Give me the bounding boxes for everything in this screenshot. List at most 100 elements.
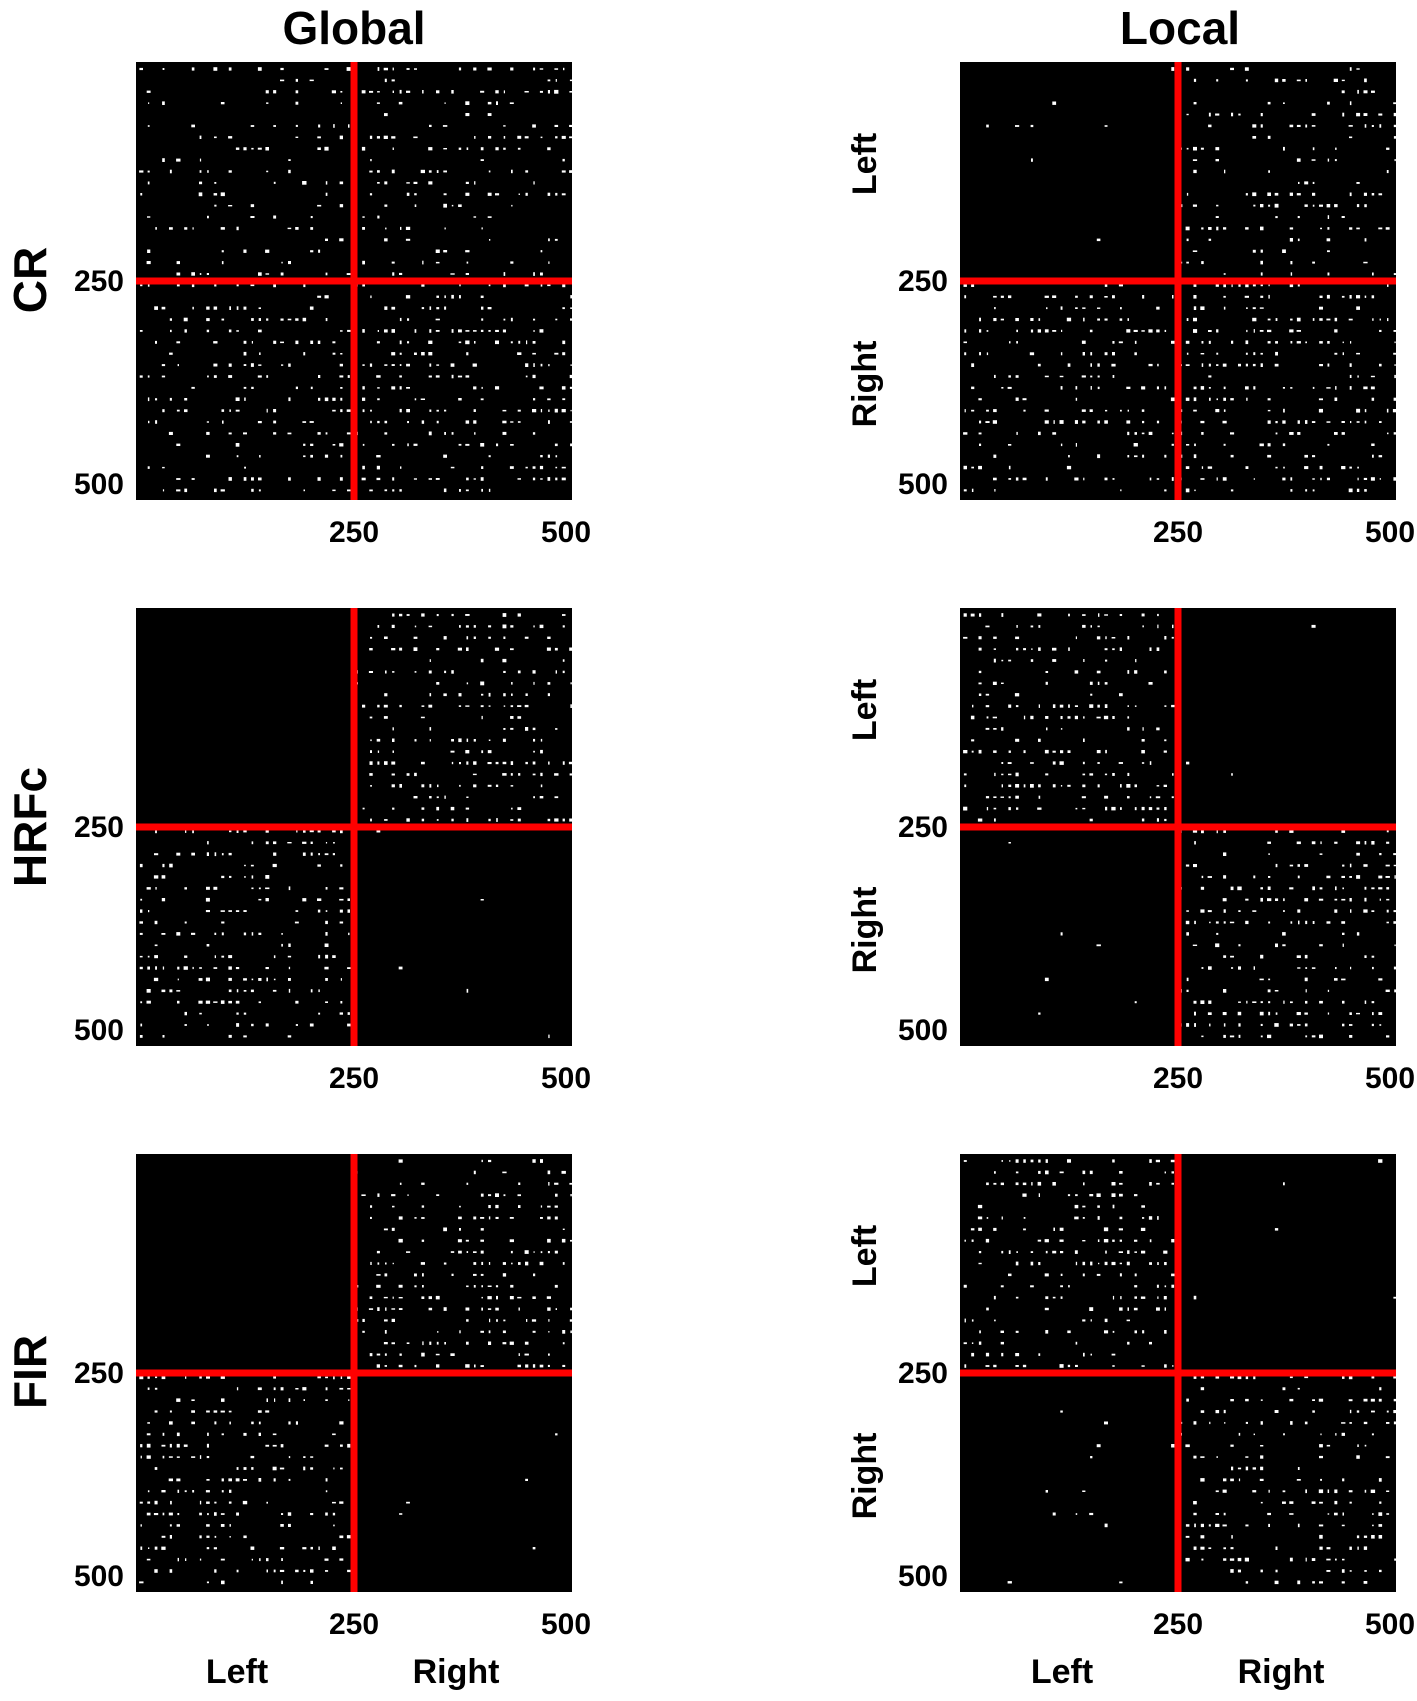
matrix-entry — [1289, 1513, 1294, 1515]
matrix-entry — [473, 636, 476, 639]
matrix-entry — [1296, 955, 1301, 958]
matrix-entry — [993, 1182, 997, 1185]
matrix-entry — [971, 283, 975, 287]
matrix-entry — [169, 397, 172, 401]
matrix-entry — [533, 318, 536, 321]
matrix-entry — [1267, 398, 1271, 401]
matrix-entry — [1059, 1227, 1064, 1231]
matrix-entry — [1260, 897, 1263, 902]
matrix-entry — [569, 91, 573, 93]
matrix-entry — [1297, 875, 1300, 879]
matrix-entry — [266, 170, 269, 173]
matrix-entry — [265, 887, 270, 890]
matrix-entry — [964, 1239, 966, 1242]
matrix-entry — [139, 170, 144, 173]
matrix-entry — [1327, 227, 1330, 230]
matrix-entry — [280, 1444, 284, 1448]
bottom-label-right-local: Right — [1238, 1653, 1325, 1691]
matrix-entry — [540, 409, 543, 413]
matrix-entry — [1112, 773, 1115, 776]
matrix-entry — [435, 330, 440, 332]
matrix-entry — [1223, 921, 1226, 924]
matrix-entry — [1186, 352, 1189, 355]
matrix-entry — [318, 375, 321, 378]
matrix-entry — [1156, 386, 1159, 390]
matrix-entry — [1222, 363, 1227, 367]
matrix-entry — [206, 273, 209, 275]
matrix-entry — [1186, 989, 1189, 992]
matrix-entry — [1311, 1501, 1316, 1504]
matrix-entry — [272, 989, 277, 992]
matrix-entry — [147, 466, 150, 469]
matrix-entry — [1231, 283, 1233, 288]
matrix-entry — [473, 1170, 476, 1175]
matrix-entry — [1185, 397, 1190, 401]
matrix-entry — [488, 330, 491, 332]
matrix-entry — [1112, 352, 1115, 356]
matrix-entry — [1097, 454, 1101, 459]
matrix-entry — [502, 1330, 506, 1334]
matrix-entry — [295, 136, 299, 138]
matrix-entry — [1134, 352, 1137, 356]
matrix-entry — [280, 1387, 284, 1391]
matrix-entry — [273, 409, 277, 413]
matrix-entry — [228, 1034, 232, 1038]
matrix-entry — [273, 125, 276, 127]
matrix-entry — [1104, 1318, 1108, 1323]
matrix-entry — [1194, 1011, 1196, 1016]
matrix-entry — [1001, 1216, 1003, 1220]
matrix-entry — [487, 113, 492, 116]
matrix-entry — [258, 1478, 262, 1482]
matrix-entry — [295, 1388, 299, 1390]
x-tick-label: 250 — [1153, 516, 1203, 549]
matrix-entry — [986, 807, 989, 811]
matrix-entry — [273, 841, 277, 845]
matrix-entry — [1119, 1273, 1122, 1277]
matrix-entry — [162, 101, 165, 105]
matrix-entry — [413, 647, 418, 651]
matrix-entry — [257, 147, 262, 150]
matrix-entry — [399, 352, 402, 355]
matrix-entry — [1371, 1535, 1375, 1539]
matrix-entry — [539, 1261, 544, 1266]
matrix-entry — [207, 1024, 209, 1026]
bottom-label-left-global: Left — [206, 1653, 268, 1691]
matrix-entry — [1201, 466, 1204, 469]
matrix-entry — [1031, 648, 1033, 650]
matrix-entry — [480, 1365, 484, 1367]
matrix-entry — [207, 1513, 209, 1516]
matrix-entry — [993, 807, 997, 810]
matrix-entry — [1023, 648, 1026, 651]
matrix-entry — [265, 898, 269, 902]
matrix-entry — [451, 432, 454, 435]
matrix-entry — [1215, 1490, 1219, 1493]
matrix-entry — [985, 625, 990, 628]
matrix-entry — [1157, 363, 1159, 367]
matrix-entry — [273, 852, 277, 856]
matrix-entry — [1082, 1261, 1086, 1266]
matrix-entry — [1134, 784, 1137, 788]
matrix-entry — [1364, 420, 1367, 424]
matrix-entry — [1037, 363, 1041, 367]
matrix-entry — [1245, 1421, 1248, 1424]
matrix-entry — [986, 409, 989, 412]
matrix-entry — [155, 398, 158, 401]
matrix-entry — [1089, 1512, 1094, 1516]
matrix-entry — [1097, 784, 1100, 788]
matrix-entry — [228, 205, 233, 207]
matrix-entry — [1208, 1547, 1212, 1549]
matrix-entry — [347, 909, 350, 913]
matrix-entry — [1260, 272, 1263, 276]
matrix-entry — [1038, 704, 1040, 708]
matrix-entry — [1133, 443, 1138, 447]
matrix-entry — [1312, 455, 1316, 458]
matrix-entry — [1319, 1546, 1323, 1550]
matrix-entry — [414, 772, 417, 777]
matrix-entry — [258, 477, 262, 481]
matrix-entry — [562, 625, 565, 628]
matrix-entry — [1357, 1546, 1359, 1550]
matrix-entry — [146, 1512, 151, 1516]
matrix-entry — [510, 625, 514, 628]
matrix-entry — [1230, 1376, 1235, 1379]
